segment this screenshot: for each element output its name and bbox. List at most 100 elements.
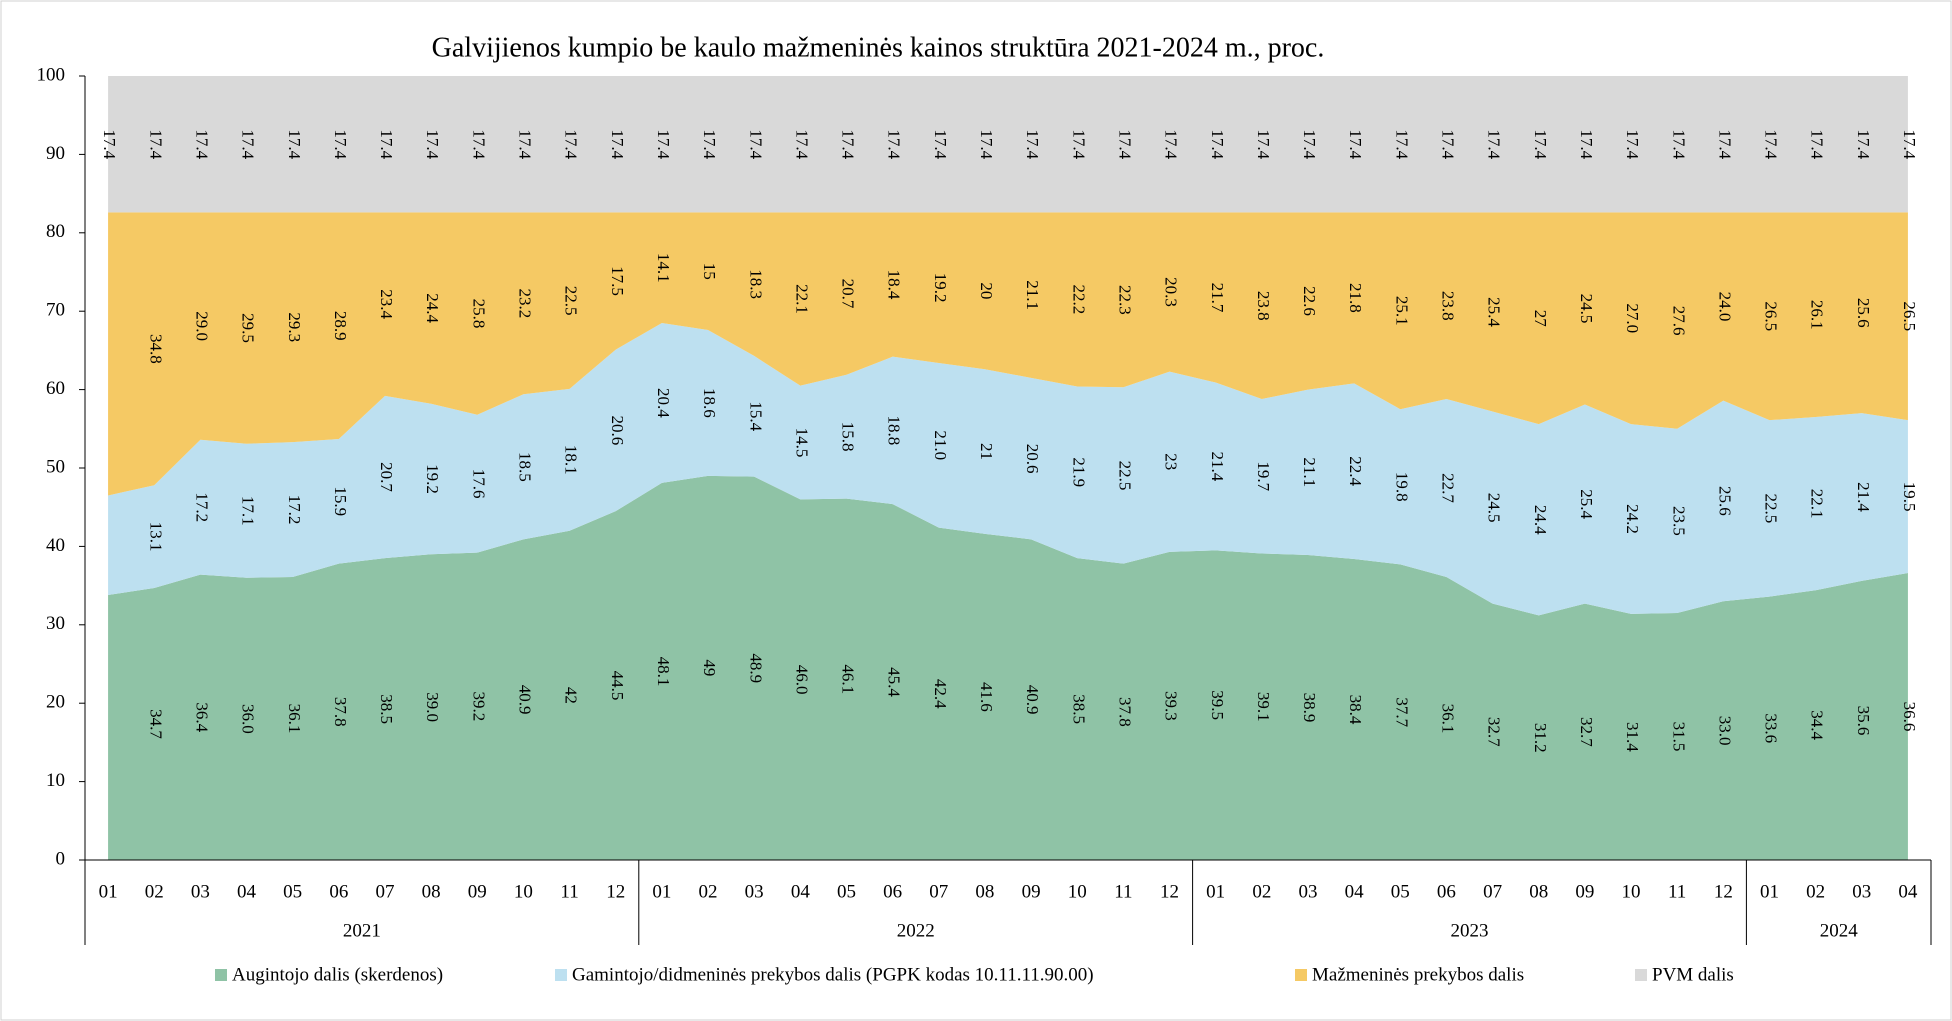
data-label: 21.4 [1854, 482, 1873, 512]
data-label: 23.8 [1254, 291, 1273, 321]
data-label: 17.2 [192, 492, 211, 522]
x-tick-label: 09 [1575, 881, 1594, 902]
data-label: 36.6 [1900, 702, 1919, 732]
x-tick-label: 04 [1345, 881, 1365, 902]
data-label: 22.3 [1115, 285, 1134, 315]
data-label: 18.4 [885, 270, 904, 300]
data-label: 25.4 [1485, 297, 1504, 327]
data-label: 31.2 [1531, 723, 1550, 753]
data-label: 39.2 [469, 691, 488, 721]
x-tick-label: 10 [1068, 881, 1087, 902]
data-label: 21.8 [1346, 283, 1365, 313]
x-tick-label: 01 [652, 881, 671, 902]
x-tick-label: 05 [837, 881, 856, 902]
data-label: 24.4 [1531, 505, 1550, 535]
data-label: 24.0 [1715, 292, 1734, 322]
data-label: 17.4 [746, 129, 765, 159]
data-label: 29.3 [285, 312, 304, 342]
data-label: 19.2 [423, 464, 442, 494]
data-label: 21 [977, 443, 996, 460]
data-label: 21.0 [931, 430, 950, 460]
data-label: 17.4 [977, 129, 996, 159]
x-tick-label: 07 [1483, 881, 1502, 902]
data-label: 21.1 [1300, 457, 1319, 487]
data-label: 22.5 [1115, 461, 1134, 491]
data-label: 34.8 [146, 334, 165, 364]
data-label: 31.4 [1623, 722, 1642, 752]
data-label: 17.6 [469, 469, 488, 499]
data-label: 37.8 [1115, 697, 1134, 727]
data-label: 18.8 [885, 415, 904, 445]
data-label: 37.8 [331, 697, 350, 727]
data-label: 17.1 [239, 496, 258, 526]
data-label: 35.6 [1854, 706, 1873, 736]
data-label: 14.1 [654, 253, 673, 283]
data-label: 24.2 [1623, 504, 1642, 534]
data-label: 17.5 [608, 266, 627, 296]
data-label: 17.4 [792, 129, 811, 159]
x-group-label: 2021 [343, 920, 381, 941]
data-label: 39.0 [423, 692, 442, 722]
data-label: 17.4 [1900, 129, 1919, 159]
y-tick-label: 90 [46, 143, 65, 164]
data-label: 23.4 [377, 289, 396, 319]
x-tick-label: 02 [1252, 881, 1271, 902]
data-label: 17.4 [1854, 129, 1873, 159]
data-label: 38.4 [1346, 695, 1365, 725]
data-label: 20.6 [1023, 444, 1042, 474]
data-label: 17.4 [1623, 129, 1642, 159]
legend-label: PVM dalis [1652, 964, 1734, 985]
data-label: 26.5 [1900, 301, 1919, 331]
x-tick-label: 04 [1898, 881, 1918, 902]
data-label: 17.4 [839, 129, 858, 159]
data-label: 17.4 [700, 129, 719, 159]
data-label: 27.0 [1623, 303, 1642, 333]
data-label: 17.4 [1808, 129, 1827, 159]
x-tick-label: 03 [1298, 881, 1317, 902]
data-label: 17.4 [1392, 129, 1411, 159]
data-label: 25.6 [1854, 298, 1873, 328]
data-label: 41.6 [977, 682, 996, 712]
data-label: 17.4 [1162, 129, 1181, 159]
data-label: 21.7 [1208, 283, 1227, 313]
data-label: 17.4 [1485, 129, 1504, 159]
data-label: 22.5 [1762, 494, 1781, 524]
data-label: 14.5 [792, 428, 811, 458]
data-label: 38.9 [1300, 693, 1319, 723]
data-label: 22.4 [1346, 456, 1365, 486]
legend-label: Augintojo dalis (skerdenos) [232, 964, 443, 985]
data-label: 13.1 [146, 522, 165, 552]
data-label: 26.5 [1762, 301, 1781, 331]
data-label: 20.6 [608, 415, 627, 445]
data-label: 28.9 [331, 311, 350, 341]
area [108, 322, 1908, 616]
data-label: 39.5 [1208, 690, 1227, 720]
data-label: 19.7 [1254, 461, 1273, 491]
x-tick-label: 08 [975, 881, 994, 902]
data-label: 27.6 [1669, 306, 1688, 336]
y-tick-label: 30 [46, 613, 65, 634]
data-label: 22.6 [1300, 286, 1319, 316]
data-label: 17.4 [423, 129, 442, 159]
data-label: 17.4 [1023, 129, 1042, 159]
data-label: 37.7 [1392, 697, 1411, 727]
data-label: 17.4 [608, 129, 627, 159]
x-tick-label: 04 [791, 881, 811, 902]
x-tick-label: 11 [1668, 881, 1686, 902]
x-tick-label: 04 [237, 881, 257, 902]
data-label: 17.4 [192, 129, 211, 159]
y-tick-label: 70 [46, 300, 65, 321]
data-label: 46.1 [839, 664, 858, 694]
area [108, 76, 1908, 213]
x-tick-label: 09 [468, 881, 487, 902]
data-label: 17.4 [100, 129, 119, 159]
data-label: 19.8 [1392, 472, 1411, 502]
data-label: 39.3 [1162, 691, 1181, 721]
data-label: 22.2 [1069, 285, 1088, 315]
x-tick-label: 02 [699, 881, 718, 902]
x-tick-label: 12 [606, 881, 625, 902]
legend-swatch [1295, 969, 1307, 981]
data-label: 15.4 [746, 401, 765, 431]
x-tick-label: 09 [1022, 881, 1041, 902]
